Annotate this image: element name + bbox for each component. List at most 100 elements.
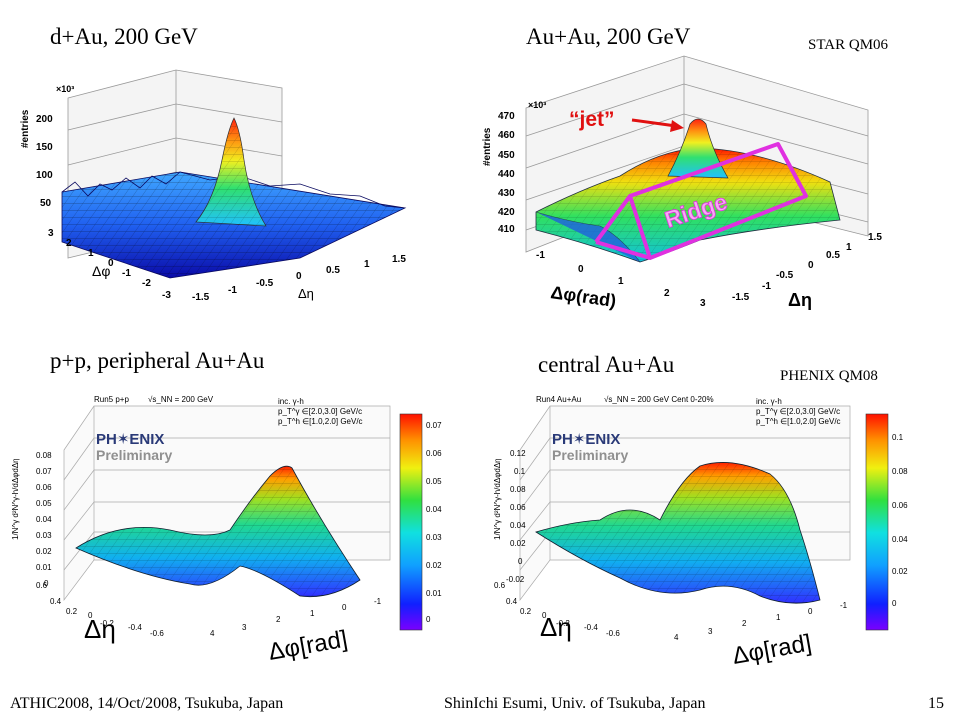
cbar-central-0: 0.1 [892, 433, 904, 442]
inc-central: inc. γ-h [756, 397, 782, 406]
etatick-dau-4: 0.5 [326, 265, 340, 276]
etalabel-pp: Δη [84, 614, 116, 644]
phitick-auau-4: 3 [700, 298, 706, 309]
etatick-dau-6: 1.5 [392, 254, 406, 265]
etatick-central-6: -0.6 [606, 629, 620, 638]
ztick-auau-2: 450 [498, 150, 515, 161]
phitick-pp-0: 4 [210, 629, 215, 638]
run-central: Run4 Au+Au [536, 395, 581, 404]
etatick-dau-2: -0.5 [256, 278, 274, 289]
etatick-pp-2: 0.2 [66, 607, 78, 616]
ztick-auau-1: 460 [498, 130, 515, 141]
ptassoc-pp: p_T^h ∈[1.0,2.0] GeV/c [278, 417, 363, 426]
ztick-pp-7: 0.01 [36, 563, 52, 572]
phitick-auau-0: -1 [536, 250, 545, 261]
colorbar-central [865, 413, 889, 631]
source-star: STAR QM06 [808, 37, 889, 53]
etatick-auau-5: 1 [846, 242, 852, 253]
zlabel-central: 1/N^γ d²N^γ-h/dΔφdΔη [493, 458, 502, 540]
ztick-auau-4: 430 [498, 188, 515, 199]
etatick-pp-5: -0.4 [128, 623, 142, 632]
ridge-box [594, 142, 808, 260]
zlabel-dau: #entries [20, 109, 31, 148]
cbar-pp-0: 0.07 [426, 421, 442, 430]
phitick-dau-1: 2 [66, 238, 72, 249]
phitick-dau-5: -2 [142, 278, 151, 289]
cbar-central-1: 0.08 [892, 467, 908, 476]
ztick-pp-3: 0.05 [36, 499, 52, 508]
phitick-pp-3: 1 [310, 609, 315, 618]
etatick-auau-6: 1.5 [868, 232, 882, 243]
cbar-pp-1: 0.06 [426, 449, 442, 458]
ztick-central-1: 0.1 [514, 467, 526, 476]
etatick-central-4: -0.2 [556, 619, 570, 628]
ztick-central-2: 0.08 [510, 485, 526, 494]
etatick-auau-4: 0.5 [826, 250, 840, 261]
phitick-dau-3: 0 [108, 258, 114, 269]
ztick-pp-1: 0.07 [36, 467, 52, 476]
ztick-pp-2: 0.06 [36, 483, 52, 492]
cbar-pp-5: 0.02 [426, 561, 442, 570]
ztick-pp-6: 0.02 [36, 547, 52, 556]
zlabel-pp: 1/N^γ d²N^γ-h/dΔφdΔη [11, 458, 20, 540]
etatick-dau-1: -1 [228, 285, 237, 296]
ztick-dau-1: 150 [36, 142, 53, 153]
pttrig-pp: p_T^γ ∈[2.0,3.0] GeV/c [278, 407, 362, 416]
etatick-central-1: 0.4 [506, 597, 518, 606]
title-dau: d+Au, 200 GeV [50, 24, 198, 49]
etatick-dau-5: 1 [364, 259, 370, 270]
cbar-central-4: 0.02 [892, 567, 908, 576]
phitick-pp-5: -1 [374, 597, 382, 606]
etatick-central-2: 0.2 [520, 607, 532, 616]
etatick-auau-3: 0 [808, 260, 814, 271]
ztick-dau-2: 100 [36, 170, 53, 181]
etatick-pp-0: 0.6 [36, 581, 48, 590]
etalabel-dau: Δη [298, 286, 314, 301]
title-central: central Au+Au [538, 352, 675, 377]
jet-arrow [631, 118, 677, 128]
ztick-central-4: 0.04 [510, 521, 526, 530]
phitick-central-4: 0 [808, 607, 813, 616]
phitick-auau-2: 1 [618, 276, 624, 287]
phitick-central-5: -1 [840, 601, 848, 610]
ztick-central-0: 0.12 [510, 449, 526, 458]
ztick-pp-5: 0.03 [36, 531, 52, 540]
cbar-central-3: 0.04 [892, 535, 908, 544]
energy-pp: √s_NN = 200 GeV [148, 395, 214, 404]
phitick-central-3: 1 [776, 613, 781, 622]
cbar-pp-7: 0 [426, 615, 431, 624]
inc-pp: inc. γ-h [278, 397, 304, 406]
zexp-dau: ×10³ [56, 84, 74, 94]
ztick-auau-0: 470 [498, 111, 515, 122]
run-pp: Run5 p+p [94, 395, 129, 404]
etatick-dau-0: -1.5 [192, 292, 210, 303]
ztick-auau-6: 410 [498, 224, 515, 235]
cbar-pp-6: 0.01 [426, 589, 442, 598]
phitick-central-0: 4 [674, 633, 679, 642]
etalabel-auau: Δη [788, 290, 812, 310]
etatick-auau-2: -0.5 [776, 270, 794, 281]
source-phenix: PHENIX QM08 [780, 368, 878, 384]
etatick-pp-3: 0 [88, 611, 93, 620]
ztick-dau-0: 200 [36, 114, 53, 125]
jet-peak-auau [667, 118, 729, 179]
phitick-dau-6: -3 [162, 290, 171, 301]
phitick-pp-2: 2 [276, 615, 281, 624]
etatick-central-3: 0 [542, 611, 547, 620]
etatick-auau-1: -1 [762, 281, 771, 292]
zlabel-auau: #entries [482, 127, 493, 166]
cbar-pp-3: 0.04 [426, 505, 442, 514]
ztick-central-3: 0.06 [510, 503, 526, 512]
phitick-dau-4: -1 [122, 268, 131, 279]
zexp-auau: ×10³ [528, 100, 546, 110]
etatick-central-0: 0.6 [494, 581, 506, 590]
ztick-pp-4: 0.04 [36, 515, 52, 524]
etatick-pp-6: -0.6 [150, 629, 164, 638]
etatick-pp-1: 0.4 [50, 597, 62, 606]
ztick-dau-3: 50 [40, 198, 52, 209]
